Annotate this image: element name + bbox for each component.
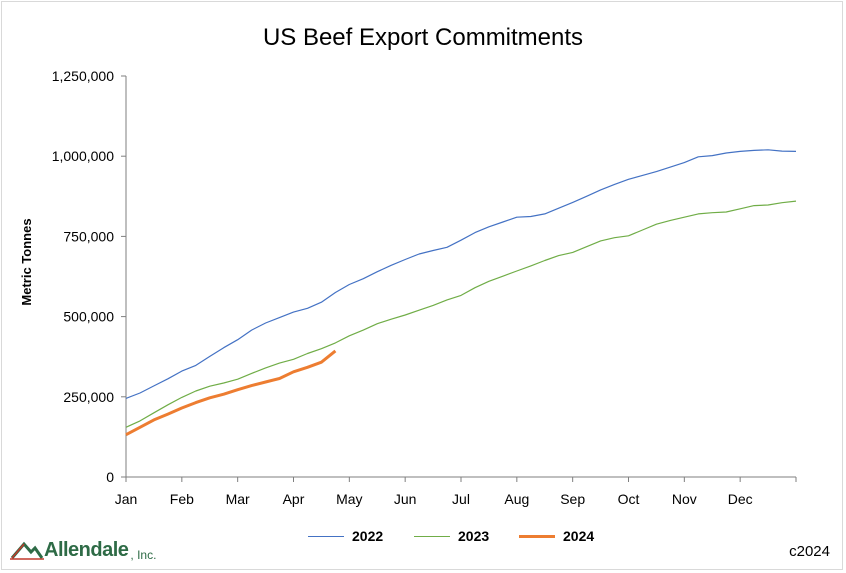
legend-swatch-2024 (519, 534, 555, 538)
legend-swatch-2022 (308, 535, 344, 537)
series-line-2022 (125, 149, 797, 399)
x-tick-label: Sep (560, 491, 585, 507)
y-tick-label: 1,000,000 (52, 148, 114, 164)
chart-title: US Beef Export Commitments (262, 24, 584, 51)
y-tick-label: 1,250,000 (52, 68, 114, 84)
x-tick-label: Dec (728, 491, 753, 507)
legend-item-2023: 2023 (414, 528, 489, 544)
allendale-logo: Allendale , Inc. (10, 538, 156, 562)
legend-label-2024: 2024 (563, 528, 595, 544)
x-tick-label: Feb (170, 491, 194, 507)
x-tick-label: Jul (452, 491, 470, 507)
y-tick-label: 0 (106, 469, 114, 485)
y-tick-label: 250,000 (63, 389, 114, 405)
legend-label-2022: 2022 (352, 528, 384, 544)
legend: 2022 2023 2024 (0, 528, 846, 548)
legend-label-2023: 2023 (458, 528, 490, 544)
series-group (125, 149, 797, 437)
y-tick-label: 750,000 (63, 228, 114, 244)
series-line-2023 (125, 200, 797, 428)
legend-item-2024: 2024 (519, 528, 594, 544)
ticks-group: 0 250,000 500,000 750,000 1,000,000 1,250,000… (52, 68, 797, 507)
x-tick-label: Jun (394, 491, 417, 507)
x-tick-label: Mar (226, 491, 250, 507)
x-tick-label: Jan (115, 491, 138, 507)
x-tick-label: Oct (618, 491, 640, 507)
logo-chart-mark-icon (10, 541, 44, 560)
legend-item-2022: 2022 (308, 528, 383, 544)
x-tick-label: Nov (672, 491, 697, 507)
series-line-2024 (125, 349, 337, 437)
y-axis-label: Metric Tonnes (19, 218, 34, 305)
copyright-text: c2024 (789, 543, 830, 560)
legend-swatch-2023 (414, 535, 450, 537)
x-tick-label: Aug (504, 491, 529, 507)
axes-group (125, 76, 796, 478)
logo-suffix: , Inc. (130, 548, 157, 562)
x-tick-label: May (336, 491, 362, 507)
logo-name: Allendale (44, 539, 129, 561)
y-tick-label: 500,000 (63, 309, 114, 325)
x-tick-label: Apr (283, 491, 305, 507)
